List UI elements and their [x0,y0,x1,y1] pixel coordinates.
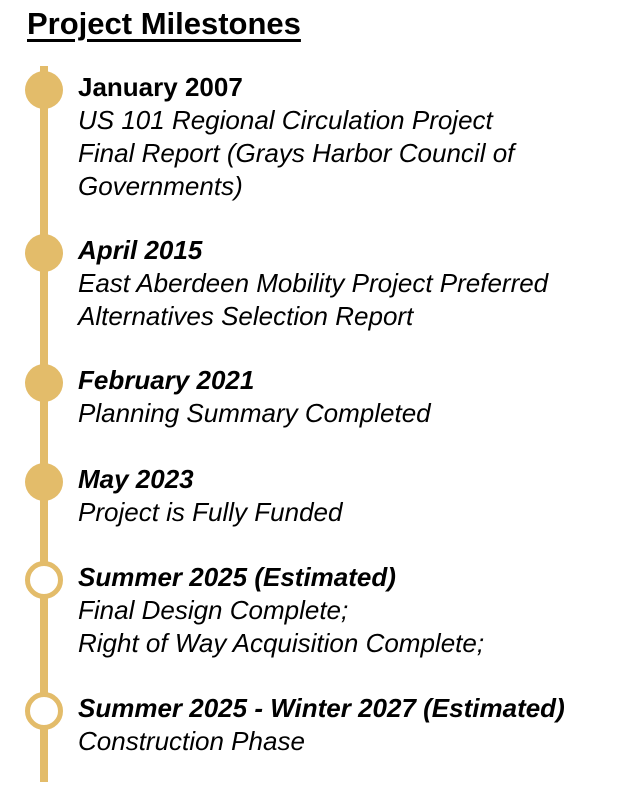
page-title: Project Milestones [27,6,301,41]
milestone-date: Summer 2025 - Winter 2027 (Estimated) [78,693,565,723]
milestone-description-line: Construction Phase [78,726,305,756]
milestone-description-line: Final Report (Grays Harbor Council of [78,138,515,168]
milestone-item: Summer 2025 - Winter 2027 (Estimated) Co… [78,692,623,758]
milestone-date: February 2021 [78,365,255,395]
milestone-item: January 2007 US 101 Regional Circulation… [78,71,623,203]
timeline-line [40,66,48,782]
milestone-description-line: Alternatives Selection Report [78,301,414,331]
milestone-item: February 2021 Planning Summary Completed [78,364,623,430]
milestone-description-line: Right of Way Acquisition Complete; [78,628,485,658]
milestone-description-line: Planning Summary Completed [78,398,431,428]
milestone-marker-upcoming [25,692,63,730]
milestone-item: April 2015 East Aberdeen Mobility Projec… [78,234,623,333]
milestone-description-line: Governments) [78,171,243,201]
milestone-date: April 2015 [78,235,203,265]
milestone-item: Summer 2025 (Estimated) Final Design Com… [78,561,623,660]
milestone-marker-completed [25,234,63,272]
milestone-marker-completed [25,463,63,501]
milestone-description-line: Final Design Complete; [78,595,349,625]
milestone-description-line: East Aberdeen Mobility Project Preferred [78,268,549,298]
milestone-marker-upcoming [25,561,63,599]
milestone-date: May 2023 [78,464,194,494]
milestone-date: Summer 2025 (Estimated) [78,562,396,592]
milestone-marker-completed [25,364,63,402]
milestone-item: May 2023 Project is Fully Funded [78,463,623,529]
milestone-marker-completed [25,71,63,109]
milestone-description-line: Project is Fully Funded [78,497,343,527]
milestone-date: January 2007 [78,72,243,102]
milestone-description-line: US 101 Regional Circulation Project [78,105,493,135]
